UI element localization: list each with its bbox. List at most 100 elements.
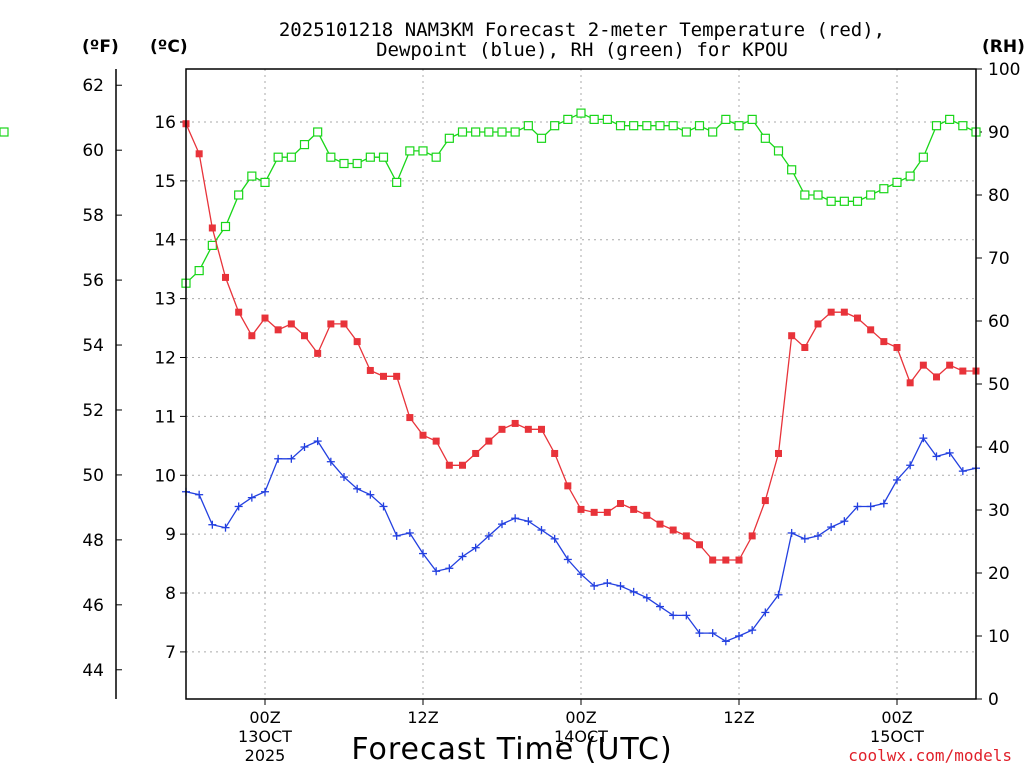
chart-title-line-1: 2025101218 NAM3KM Forecast 2-meter Tempe…: [279, 19, 885, 41]
dewpoint-point: [906, 461, 915, 470]
temperature-point: [590, 508, 598, 516]
temperature-point: [669, 526, 677, 534]
rh-point: [892, 177, 902, 187]
rh-point: [0, 127, 9, 137]
fahrenheit-tick-label: 54: [82, 336, 104, 356]
rh-tick-label: 70: [988, 249, 1010, 269]
rh-point: [668, 121, 678, 131]
celsius-tick-label: 10: [154, 466, 176, 486]
rh-point: [234, 190, 244, 200]
x-tick-date: 15OCT: [870, 727, 924, 746]
rh-point: [352, 158, 362, 169]
dewpoint-point: [326, 457, 335, 466]
rh-point: [852, 196, 863, 206]
dewpoint-point: [419, 549, 427, 558]
temperature-point: [261, 314, 269, 322]
temperature-point: [419, 431, 427, 439]
rh-point: [800, 190, 810, 200]
dewpoint-point: [537, 526, 546, 535]
celsius-tick-label: 7: [165, 643, 176, 663]
dewpoint-point: [827, 523, 836, 532]
dewpoint-point: [800, 534, 809, 543]
dewpoint-point: [590, 581, 599, 590]
dewpoint-point: [511, 514, 520, 523]
rh-point: [194, 266, 204, 276]
x-tick-label: 12Z: [407, 708, 438, 727]
temperature-point: [511, 419, 519, 427]
rh-point: [931, 121, 942, 131]
x-tick-label: 00Z: [881, 708, 912, 727]
temperature-point: [722, 556, 730, 564]
rh-point: [694, 121, 705, 131]
rh-point: [418, 146, 428, 156]
rh-series: [0, 108, 981, 288]
temperature-point: [696, 541, 703, 549]
temperature-point: [195, 150, 203, 158]
dewpoint-point: [682, 611, 691, 620]
rh-tick-label: 20: [988, 564, 1010, 584]
temperature-point: [564, 482, 572, 490]
temperature-point: [248, 332, 256, 340]
temperature-point: [274, 326, 282, 334]
fahrenheit-tick-label: 58: [82, 206, 104, 226]
temperature-point: [208, 224, 216, 232]
rh-point: [642, 121, 652, 131]
rh-point: [721, 114, 731, 125]
temperature-point: [314, 349, 322, 357]
celsius-tick-label: 12: [154, 349, 176, 369]
rh-point: [392, 177, 402, 187]
temperature-point: [498, 425, 506, 433]
fahrenheit-tick-label: 60: [82, 141, 104, 161]
temperature-point: [485, 437, 493, 445]
rh-tick-label: 10: [988, 627, 1010, 647]
temperature-point: [775, 449, 782, 457]
dewpoint-point: [366, 490, 375, 499]
dewpoint-point: [484, 531, 493, 540]
temperature-point: [880, 338, 888, 346]
rh-unit-label: (RH): [982, 37, 1024, 57]
dewpoint-point: [287, 454, 296, 463]
rh-point: [918, 152, 928, 162]
temperature-point: [445, 461, 453, 469]
temperature-point: [946, 361, 954, 369]
dewpoint-point: [405, 528, 414, 537]
dewpoint-point: [577, 570, 585, 579]
dewpoint-point: [893, 475, 901, 484]
temperature-series: [182, 120, 980, 564]
rh-point: [313, 127, 323, 137]
dewpoint-point: [642, 593, 651, 602]
dewpoint-point: [603, 579, 612, 588]
dewpoint-point: [748, 626, 757, 635]
temperature-point: [867, 326, 875, 334]
dewpoint-point: [958, 467, 967, 476]
fahrenheit-tick-label: 44: [82, 661, 104, 681]
temperature-point: [682, 532, 690, 540]
temperature-point: [617, 500, 624, 508]
dewpoint-point: [879, 499, 888, 508]
dewpoint-point: [353, 484, 362, 493]
temperature-point: [340, 320, 348, 328]
x-tick-label: 12Z: [723, 708, 754, 727]
rh-point: [457, 127, 468, 137]
rh-point: [879, 184, 889, 194]
temperature-point: [827, 308, 835, 316]
rh-point: [405, 146, 415, 156]
axes: 7 8 9 10 11 12 13 14 15 16 44 46 48 50 52 54 56 58 60 62 0 10…: [82, 60, 1020, 765]
temperature-point: [393, 372, 401, 380]
temperature-point: [603, 508, 611, 516]
fahrenheit-unit-label: (ºF): [82, 37, 119, 57]
rh-point: [839, 196, 849, 206]
temperature-point: [801, 343, 809, 351]
temperature-point: [814, 320, 822, 328]
x-tick-date: 13OCT: [238, 727, 292, 746]
temperature-point: [353, 338, 361, 346]
x-tick-date: 14OCT: [554, 727, 608, 746]
rh-point: [497, 127, 507, 137]
temperature-point: [840, 308, 848, 316]
rh-point: [431, 152, 441, 162]
rh-point: [629, 121, 639, 131]
dewpoint-point: [853, 502, 862, 511]
dewpoint-point: [458, 552, 467, 561]
rh-point: [247, 171, 257, 181]
